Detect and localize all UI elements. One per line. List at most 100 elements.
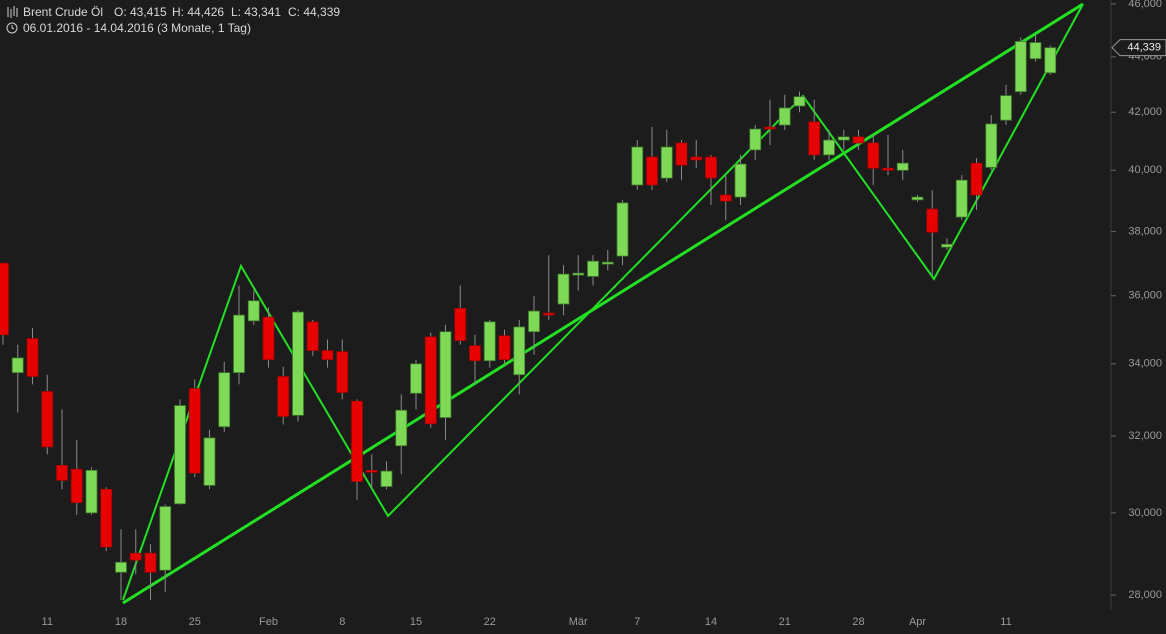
x-tick-label: 14 [705,616,717,628]
candle-body [837,136,850,141]
candle-body [424,336,437,425]
x-tick-label: Mär [569,616,588,628]
candle-body [557,273,570,305]
candle-body [660,146,673,179]
candle-body [985,123,998,168]
x-tick-label: 25 [189,616,201,628]
candle-body [233,314,245,374]
candle-body [778,107,791,126]
quote-close: C: 44,339 [288,5,340,19]
candle-body [469,345,481,362]
candle-body [1044,47,1057,74]
candle-body [911,196,924,201]
candle-body [439,331,452,418]
candle-body [749,128,762,151]
candle-body [336,351,349,393]
candle-body [867,142,880,169]
candle-body [277,376,290,417]
candle-body [498,335,511,361]
candle-body [365,469,378,473]
x-tick-label: 7 [634,616,640,628]
candle-body [0,262,9,336]
x-tick-label: 11 [42,616,53,628]
y-tick-label: 42,000 [1128,106,1162,118]
candle-body [1000,95,1012,121]
candle-body [321,350,334,361]
x-tick-label: 22 [484,616,496,628]
candle-body [203,437,216,486]
candle-body [115,561,127,573]
candle-body [247,300,260,322]
candle-body [85,469,98,514]
candle-body [174,405,186,505]
candle-body [100,488,113,548]
y-tick-label: 32,000 [1128,430,1162,442]
candle-body [646,156,658,186]
candle-body [542,312,555,316]
candle-body [1029,42,1042,60]
candle-body [926,208,939,233]
candle-body [56,465,68,481]
candle-body [528,310,540,333]
y-tick-label: 28,000 [1128,589,1162,601]
candle-body [292,311,304,416]
candle-body [1014,41,1027,93]
candle-body [144,552,157,573]
candle-body [218,372,231,428]
candle-body [601,261,614,265]
candle-body [454,307,467,341]
quote-low: L: 43,341 [231,5,281,19]
x-tick-label: Feb [259,616,278,628]
candle-body [26,338,39,377]
x-tick-label: 28 [852,616,864,628]
candle-body [351,400,363,482]
trend-lines [122,2,1084,605]
candle-body [852,136,865,144]
clock-icon [6,22,18,34]
candle-body [410,363,422,394]
candle-body [719,194,732,202]
candle-body [129,552,142,561]
quote-high: H: 44,426 [172,5,224,19]
plot [0,34,1057,601]
candle-body [41,391,54,448]
x-tick-label: 15 [410,616,422,628]
candle-body [70,468,83,503]
y-tick-label: 38,000 [1128,225,1162,237]
last-price-label: 44,339 [1127,42,1161,54]
candle-body [970,162,983,196]
candle-body [941,243,953,248]
x-tick-label: 8 [339,616,345,628]
candle-body [483,321,496,362]
candle-body [631,146,644,186]
candle-body [764,126,776,130]
header-icon [7,6,18,18]
x-tick-label: Apr [909,616,926,628]
candle-body [882,167,894,171]
x-tick-label: 18 [115,616,127,628]
chart-title: Brent Crude Öl [23,5,103,19]
candle-body [705,156,717,179]
chart-subtitle: 06.01.2016 - 14.04.2016 (3 Monate, 1 Tag… [23,21,251,35]
candle-body [616,202,629,257]
candle-body [395,409,408,447]
candle-body [11,357,24,374]
candle-body [955,179,968,218]
candle-body [380,470,393,487]
last-price-tag [1111,39,1166,57]
candle-body [587,260,599,277]
quote-open: O: 43,415 [114,5,167,19]
candle-body [823,139,835,156]
candle-body [572,272,585,276]
candle-body [675,142,688,166]
candle-body [808,121,821,156]
candle-body [306,321,319,351]
x-tick-label: 21 [779,616,791,628]
y-tick-label: 34,000 [1128,358,1162,370]
y-tick-label: 30,000 [1128,507,1162,519]
candle-body [188,388,201,474]
y-tick-label: 40,000 [1128,164,1162,176]
candle-body [262,316,275,361]
candle-body [896,162,909,171]
x-tick-label: 11 [1000,616,1011,628]
